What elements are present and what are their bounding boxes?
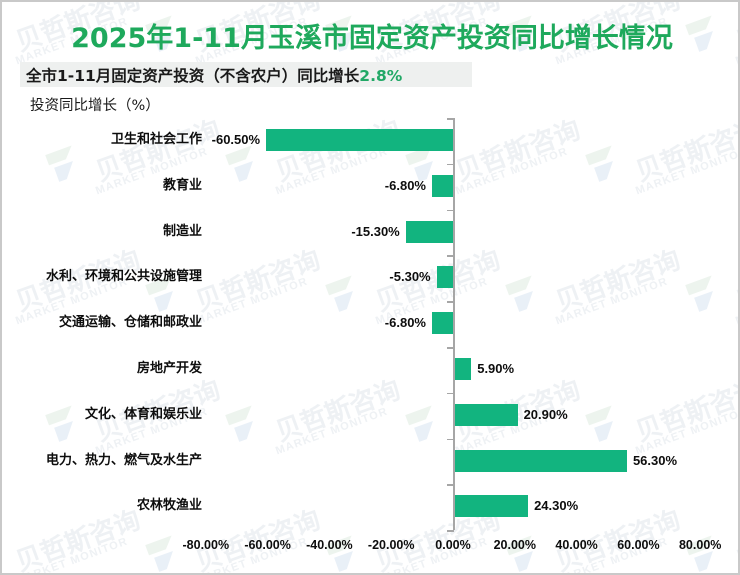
chart-row: 教育业 -6.80% xyxy=(2,164,738,208)
x-axis-tick-label: 0.00% xyxy=(435,538,471,552)
bar-value-label: 24.30% xyxy=(534,498,579,514)
axis-tickmark xyxy=(447,255,454,257)
category-label: 制造业 xyxy=(162,223,202,239)
category-label: 农林牧渔业 xyxy=(136,498,202,514)
bar[interactable] xyxy=(436,266,453,289)
category-label: 水利、环境和公共设施管理 xyxy=(45,269,202,285)
category-label: 电力、热力、燃气及水生产 xyxy=(45,452,202,468)
subtitle-value: 2.8% xyxy=(359,67,403,85)
bar[interactable] xyxy=(405,220,453,243)
axis-tickmark xyxy=(447,163,454,166)
x-axis-tick-label: -20.00% xyxy=(367,538,415,552)
axis-tickmark xyxy=(447,301,454,303)
chart-row: 制造业 -15.30% xyxy=(2,210,738,254)
x-axis-tick-label: 80.00% xyxy=(678,538,722,552)
axis-tickmark xyxy=(447,347,454,349)
subtitle: 全市1-11月固定资产投资（不含农户）同比增长2.8% xyxy=(26,64,402,86)
chart-row: 卫生和社会工作 -60.50% xyxy=(2,118,738,162)
category-label: 房地产开发 xyxy=(136,361,202,376)
x-axis-tick-label: 60.00% xyxy=(617,538,660,552)
category-label: 交通运输、仓储和邮政业 xyxy=(58,315,202,331)
bar-value-label: 20.90% xyxy=(523,406,568,422)
chart-row: 水利、环境和公共设施管理 -5.30% xyxy=(2,255,738,299)
bar[interactable] xyxy=(453,495,529,518)
category-label: 文化、体育和娱乐业 xyxy=(84,406,202,422)
x-axis-tick-labels: -80.00% -60.00% -40.00% -20.00% 0.00% 20.00% 4… xyxy=(2,538,738,558)
x-axis-tick-label: -60.00% xyxy=(244,538,291,552)
bar-value-label: 5.90% xyxy=(477,361,515,376)
axis-tickmark xyxy=(447,392,454,395)
bar[interactable] xyxy=(453,358,472,380)
subtitle-highlight-band xyxy=(20,62,472,87)
axis-tickmark xyxy=(447,118,454,120)
x-axis-tick-label: 40.00% xyxy=(555,538,598,552)
bar-value-label: -6.80% xyxy=(384,315,426,331)
chart-row: 房地产开发 5.90% xyxy=(2,347,738,391)
zero-axis-line xyxy=(453,118,455,530)
chart-row: 农林牧渔业 24.30% xyxy=(2,484,738,528)
axis-title: 投资同比增长（%） xyxy=(30,98,160,114)
axis-tickmark xyxy=(447,530,454,532)
bar[interactable] xyxy=(453,449,627,472)
bar-value-label: -60.50% xyxy=(211,132,261,147)
bar-value-label: -5.30% xyxy=(389,269,431,285)
x-axis-tick-label: -80.00% xyxy=(182,538,230,552)
x-axis-tick-label: -40.00% xyxy=(306,538,353,552)
bar-value-label: 56.30% xyxy=(632,452,678,468)
bar[interactable] xyxy=(431,174,453,197)
bar[interactable] xyxy=(453,403,518,426)
bar[interactable] xyxy=(266,129,453,151)
bar[interactable] xyxy=(431,312,453,335)
subtitle-prefix: 全市1-11月固定资产投资（不含农户）同比增长 xyxy=(26,67,360,85)
bar-value-label: -6.80% xyxy=(384,177,426,193)
axis-tickmark xyxy=(447,484,454,486)
chart-row: 交通运输、仓储和邮政业 -6.80% xyxy=(2,301,738,345)
category-label: 卫生和社会工作 xyxy=(110,132,202,147)
category-label: 教育业 xyxy=(162,177,202,193)
chart-row: 文化、体育和娱乐业 20.90% xyxy=(2,393,738,437)
axis-tickmark xyxy=(447,438,454,441)
x-axis-tick-label: 20.00% xyxy=(493,538,536,552)
chart-row: 电力、热力、燃气及水生产 56.30% xyxy=(2,439,738,483)
axis-tickmark xyxy=(447,209,454,212)
bar-value-label: -15.30% xyxy=(351,223,400,239)
